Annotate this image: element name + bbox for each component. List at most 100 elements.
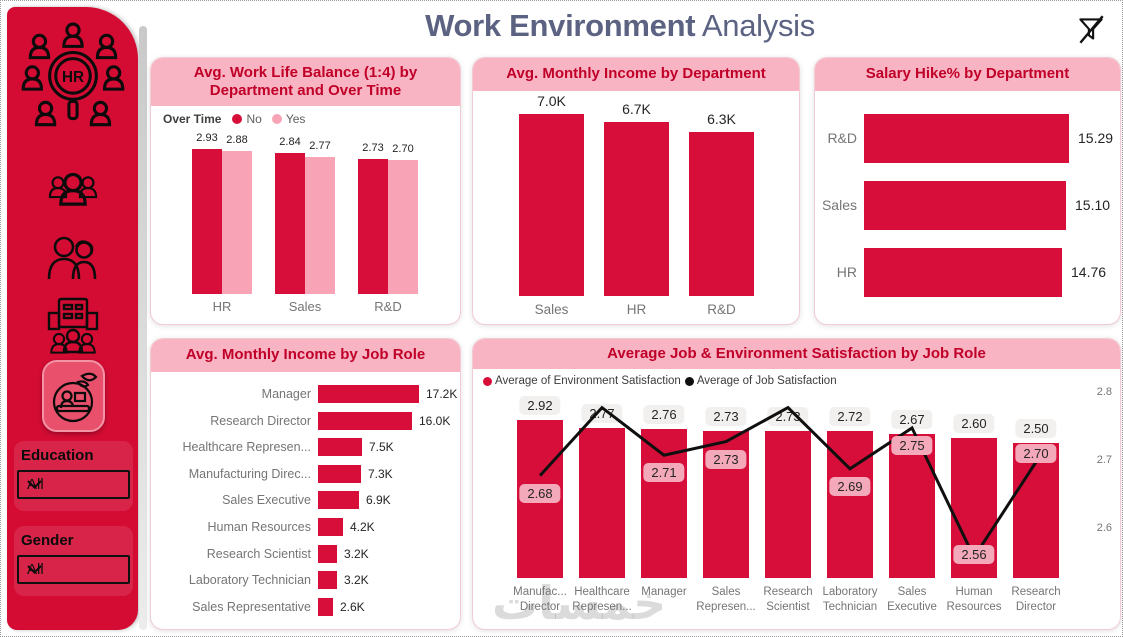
gender-filter-panel: [14, 526, 133, 596]
bar[interactable]: [318, 438, 362, 456]
bar-value-label: 2.73: [362, 142, 384, 154]
bar-value-label: 6.3K: [707, 111, 736, 127]
bar-value-label: 2.88: [226, 134, 248, 146]
bar[interactable]: [579, 428, 625, 578]
bar-value-label: 2.72: [829, 407, 871, 426]
bar[interactable]: [318, 545, 337, 563]
bar[interactable]: [765, 431, 811, 578]
training-button[interactable]: [42, 360, 105, 432]
bar-yes[interactable]: [305, 157, 335, 294]
gender-filter-label: Gender: [21, 532, 74, 549]
legend-item[interactable]: Average of Job Satisfaction: [684, 375, 837, 387]
page-title-sub: Analysis: [695, 8, 815, 43]
education-dropdown[interactable]: All: [17, 470, 130, 499]
education-filter-panel: [14, 441, 133, 511]
bar-value-label: 2.60: [953, 414, 995, 433]
card-title: Avg. Work Life Balance (1:4) by Departme…: [151, 58, 460, 106]
bar-value-label: 2.73: [705, 407, 747, 426]
bar-value-label: 2.84: [279, 136, 301, 148]
x-axis-label: Laboratory Technician: [822, 586, 878, 613]
bar[interactable]: [864, 248, 1062, 297]
legend-label: Average of Job Satisfaction: [696, 375, 837, 387]
bar-value-label: 15.29: [1078, 130, 1114, 146]
gender-dropdown[interactable]: All: [17, 555, 130, 584]
legend: Over Time No Yes: [163, 112, 305, 126]
legend-label-yes: Yes: [285, 112, 306, 126]
bar-no[interactable]: [275, 153, 305, 294]
bar[interactable]: [318, 598, 333, 616]
bar[interactable]: [889, 434, 935, 578]
x-axis-label: Manufac... Director: [513, 586, 567, 613]
hr-network-logo-icon: HR: [21, 22, 125, 127]
x-axis-label: Human Resources: [946, 586, 1002, 613]
bar-value-label: 15.10: [1075, 197, 1111, 213]
education-dropdown-value: All: [27, 476, 44, 493]
x-axis-label: HR: [626, 302, 647, 317]
legend-dot: [684, 376, 694, 386]
card-title: Avg. Monthly Income by Department: [473, 58, 799, 91]
bar-value-label: 6.9K: [366, 493, 391, 507]
bar[interactable]: [318, 571, 337, 589]
x-axis-label: Sales: [288, 299, 322, 314]
sidebar: HR: [7, 7, 138, 630]
chevron-down-icon: [27, 565, 42, 574]
card-title: Salary Hike% by Department: [815, 58, 1120, 91]
bar[interactable]: [827, 431, 873, 578]
bar[interactable]: [318, 385, 419, 403]
y-axis-label: Research Scientist: [206, 547, 311, 561]
bar[interactable]: [864, 181, 1066, 230]
training-desk-icon: [52, 372, 97, 423]
line-value-label: 2.70: [1015, 444, 1057, 463]
x-axis-label: Research Scientist: [763, 586, 813, 613]
y-axis-label: Sales Executive: [222, 493, 311, 507]
bar[interactable]: [641, 429, 687, 578]
bar-no[interactable]: [192, 149, 222, 294]
bar[interactable]: [318, 491, 359, 509]
bar-value-label: 3.2K: [344, 573, 369, 587]
page-title-main: Work Environment: [425, 8, 696, 43]
card-title: Avg. Monthly Income by Job Role: [151, 339, 460, 372]
card-salary-hike: Salary Hike% by Department R&D 15.29 Sales…: [814, 57, 1121, 325]
bar[interactable]: [689, 132, 754, 296]
legend-item-no[interactable]: No: [232, 112, 262, 126]
clear-filter-button[interactable]: [1075, 13, 1107, 50]
legend-item-yes[interactable]: Yes: [271, 112, 306, 126]
bar-value-label: 2.77: [581, 404, 623, 423]
y-axis-label: Manufacturing Direc...: [188, 467, 311, 481]
y-axis-label: Sales Representative: [192, 600, 311, 614]
legend-title: Over Time: [163, 112, 222, 126]
bar[interactable]: [318, 518, 343, 536]
bar-value-label: 2.93: [196, 132, 218, 144]
bar[interactable]: [864, 114, 1069, 163]
people-group-icon: [48, 170, 98, 212]
y-axis-label: Research Director: [210, 414, 311, 428]
bar[interactable]: [519, 114, 584, 296]
scrollbar-strip[interactable]: [139, 26, 147, 630]
y-axis-label: HR: [836, 264, 857, 280]
legend-item[interactable]: Average of Environment Satisfaction: [483, 375, 681, 387]
legend-dot-no: [232, 114, 243, 124]
bar-value-label: 17.2K: [426, 387, 458, 401]
bar-no[interactable]: [358, 159, 388, 294]
legend-dot-yes: [271, 114, 282, 124]
bar[interactable]: [604, 122, 669, 296]
bar-yes[interactable]: [388, 160, 418, 294]
bar[interactable]: [1013, 443, 1059, 578]
bar-value-label: 2.73: [767, 407, 809, 426]
bar-value-label: 2.6K: [340, 600, 365, 614]
bar-yes[interactable]: [222, 151, 252, 294]
card-income-by-department: Avg. Monthly Income by Department 7.0K Sa…: [472, 57, 800, 325]
watermark: خمسات: [492, 576, 667, 630]
bar-value-label: 2.67: [891, 410, 933, 429]
legend: Average of Environment Satisfaction Avera…: [483, 375, 837, 387]
y-axis-label: R&D: [827, 130, 857, 146]
right-axis-tick: 2.6: [1096, 522, 1112, 534]
line-value-label: 2.71: [643, 463, 685, 482]
x-axis-label: Manager: [641, 586, 687, 598]
x-axis-label: Sales Represen...: [696, 586, 756, 613]
bar[interactable]: [318, 465, 361, 483]
chevron-down-icon: [27, 480, 42, 489]
x-axis-label: Sales Executive: [887, 586, 937, 613]
bar[interactable]: [318, 412, 412, 430]
